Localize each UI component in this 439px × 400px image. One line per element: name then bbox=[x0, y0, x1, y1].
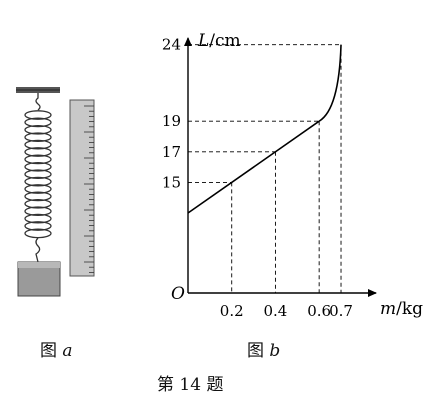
curved-segment bbox=[318, 44, 342, 122]
y-tick-labels: 15 17 19 24 bbox=[162, 36, 181, 192]
figure-a-caption: 图 a bbox=[40, 341, 73, 361]
x-tick-label: 0.2 bbox=[220, 302, 244, 320]
spring-coil bbox=[24, 176, 52, 187]
spring-coil bbox=[24, 154, 52, 165]
y-tick-label: 15 bbox=[162, 173, 181, 191]
spring-coil bbox=[24, 147, 52, 157]
spring-coils bbox=[24, 110, 52, 239]
y-axis-label: L/cm bbox=[197, 31, 241, 51]
spring-coil bbox=[24, 139, 52, 150]
spring-coil bbox=[24, 198, 52, 209]
straight-segment bbox=[187, 120, 320, 214]
dashed-guide-lines bbox=[188, 44, 342, 293]
spring-coil bbox=[24, 117, 52, 128]
hanging-weight-shade bbox=[18, 262, 60, 268]
spring-coil bbox=[24, 132, 52, 143]
spring-coil bbox=[24, 184, 52, 194]
spring-coil bbox=[24, 213, 52, 224]
spring-coil bbox=[24, 169, 52, 180]
y-tick-label: 24 bbox=[162, 36, 181, 54]
spring-coil bbox=[24, 161, 52, 172]
figure-b-caption: 图 b bbox=[247, 341, 281, 361]
spring-coil bbox=[24, 206, 52, 217]
origin-label: O bbox=[171, 284, 185, 304]
spring-coil bbox=[24, 124, 52, 135]
figure-a-spring-apparatus bbox=[16, 87, 95, 297]
spring-coil bbox=[24, 228, 52, 239]
x-tick-label: 0.6 bbox=[307, 302, 331, 320]
spring-coil bbox=[24, 191, 52, 202]
x-axis-label: m/kg bbox=[380, 299, 423, 319]
spring-top-hook bbox=[35, 93, 41, 111]
spring-coil bbox=[24, 221, 52, 231]
plot-line bbox=[187, 44, 342, 214]
y-tick-label: 17 bbox=[162, 143, 181, 161]
y-tick-label: 19 bbox=[162, 112, 181, 130]
spring-coil bbox=[24, 110, 52, 120]
ruler-ticks bbox=[84, 105, 94, 273]
x-tick-label: 0.4 bbox=[264, 302, 288, 320]
spring-bottom-hook bbox=[35, 237, 41, 263]
problem-caption: 第 14 题 bbox=[157, 375, 224, 395]
x-tick-labels: 0.2 0.4 0.60.7 bbox=[220, 302, 353, 320]
x-tick-label: 0.7 bbox=[329, 302, 353, 320]
